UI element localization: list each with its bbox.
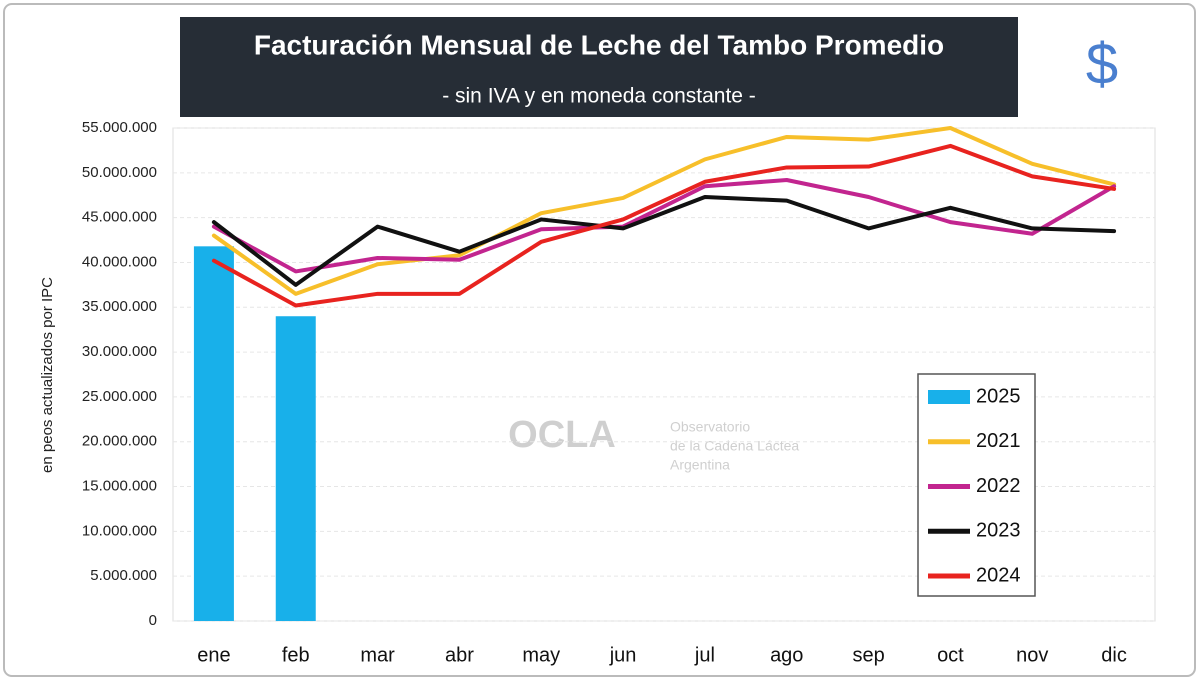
- x-tick-label: sep: [852, 644, 884, 666]
- legend-label: 2021: [976, 430, 1021, 452]
- watermark-text: Observatorio: [670, 419, 750, 435]
- x-tick-label: may: [522, 644, 560, 666]
- dollar-icon: $: [1086, 31, 1118, 96]
- x-tick-label: dic: [1101, 644, 1127, 666]
- y-tick-label: 5.000.000: [90, 567, 157, 584]
- x-tick-label: feb: [282, 644, 310, 666]
- y-tick-label: 0: [149, 612, 157, 629]
- x-tick-label: jul: [694, 644, 715, 666]
- x-tick-label: oct: [937, 644, 964, 666]
- x-tick-label: mar: [360, 644, 395, 666]
- y-tick-label: 40.000.000: [82, 253, 157, 270]
- bar: [193, 246, 234, 621]
- y-tick-label: 45.000.000: [82, 209, 157, 226]
- y-tick-label: 35.000.000: [82, 298, 157, 315]
- y-tick-label: 15.000.000: [82, 478, 157, 495]
- y-tick-label: 25.000.000: [82, 388, 157, 405]
- y-axis-label: en peos actualizados por IPC: [39, 277, 56, 473]
- x-tick-label: ago: [770, 644, 803, 666]
- line: [211, 177, 1117, 274]
- line: [211, 126, 1117, 296]
- watermark: OCLA Observatorio de la Cadena Láctea Ar…: [508, 414, 799, 473]
- legend-label: 2022: [976, 475, 1021, 497]
- chart-title: Facturación Mensual de Leche del Tambo P…: [254, 29, 944, 60]
- y-tick-label: 55.000.000: [82, 119, 157, 136]
- y-tick-label: 30.000.000: [82, 343, 157, 360]
- legend-box: [917, 373, 1036, 597]
- line: [211, 143, 1117, 308]
- bar: [275, 316, 316, 621]
- legend-label: 2023: [976, 520, 1021, 542]
- legend-label: 2024: [976, 564, 1021, 586]
- watermark-text: de la Cadena Láctea: [670, 438, 799, 454]
- line: [211, 195, 1117, 287]
- x-tick-label: jun: [609, 644, 637, 666]
- y-tick-label: 20.000.000: [82, 433, 157, 450]
- chart-subtitle: - sin IVA y en moneda constante -: [442, 85, 756, 108]
- x-tick-label: ene: [197, 644, 230, 666]
- legend-label: 2025: [976, 385, 1021, 407]
- x-tick-label: nov: [1016, 644, 1048, 666]
- x-tick-label: abr: [445, 644, 474, 666]
- y-tick-label: 10.000.000: [82, 522, 157, 539]
- grid: [173, 127, 1155, 622]
- watermark-text: Argentina: [670, 457, 730, 473]
- watermark-name: OCLA: [508, 414, 616, 456]
- y-tick-label: 50.000.000: [82, 164, 157, 181]
- legend-swatch: [928, 390, 970, 404]
- legend: 2025 2021 2022 2023 2024: [917, 373, 1036, 597]
- title-box: [180, 17, 1018, 117]
